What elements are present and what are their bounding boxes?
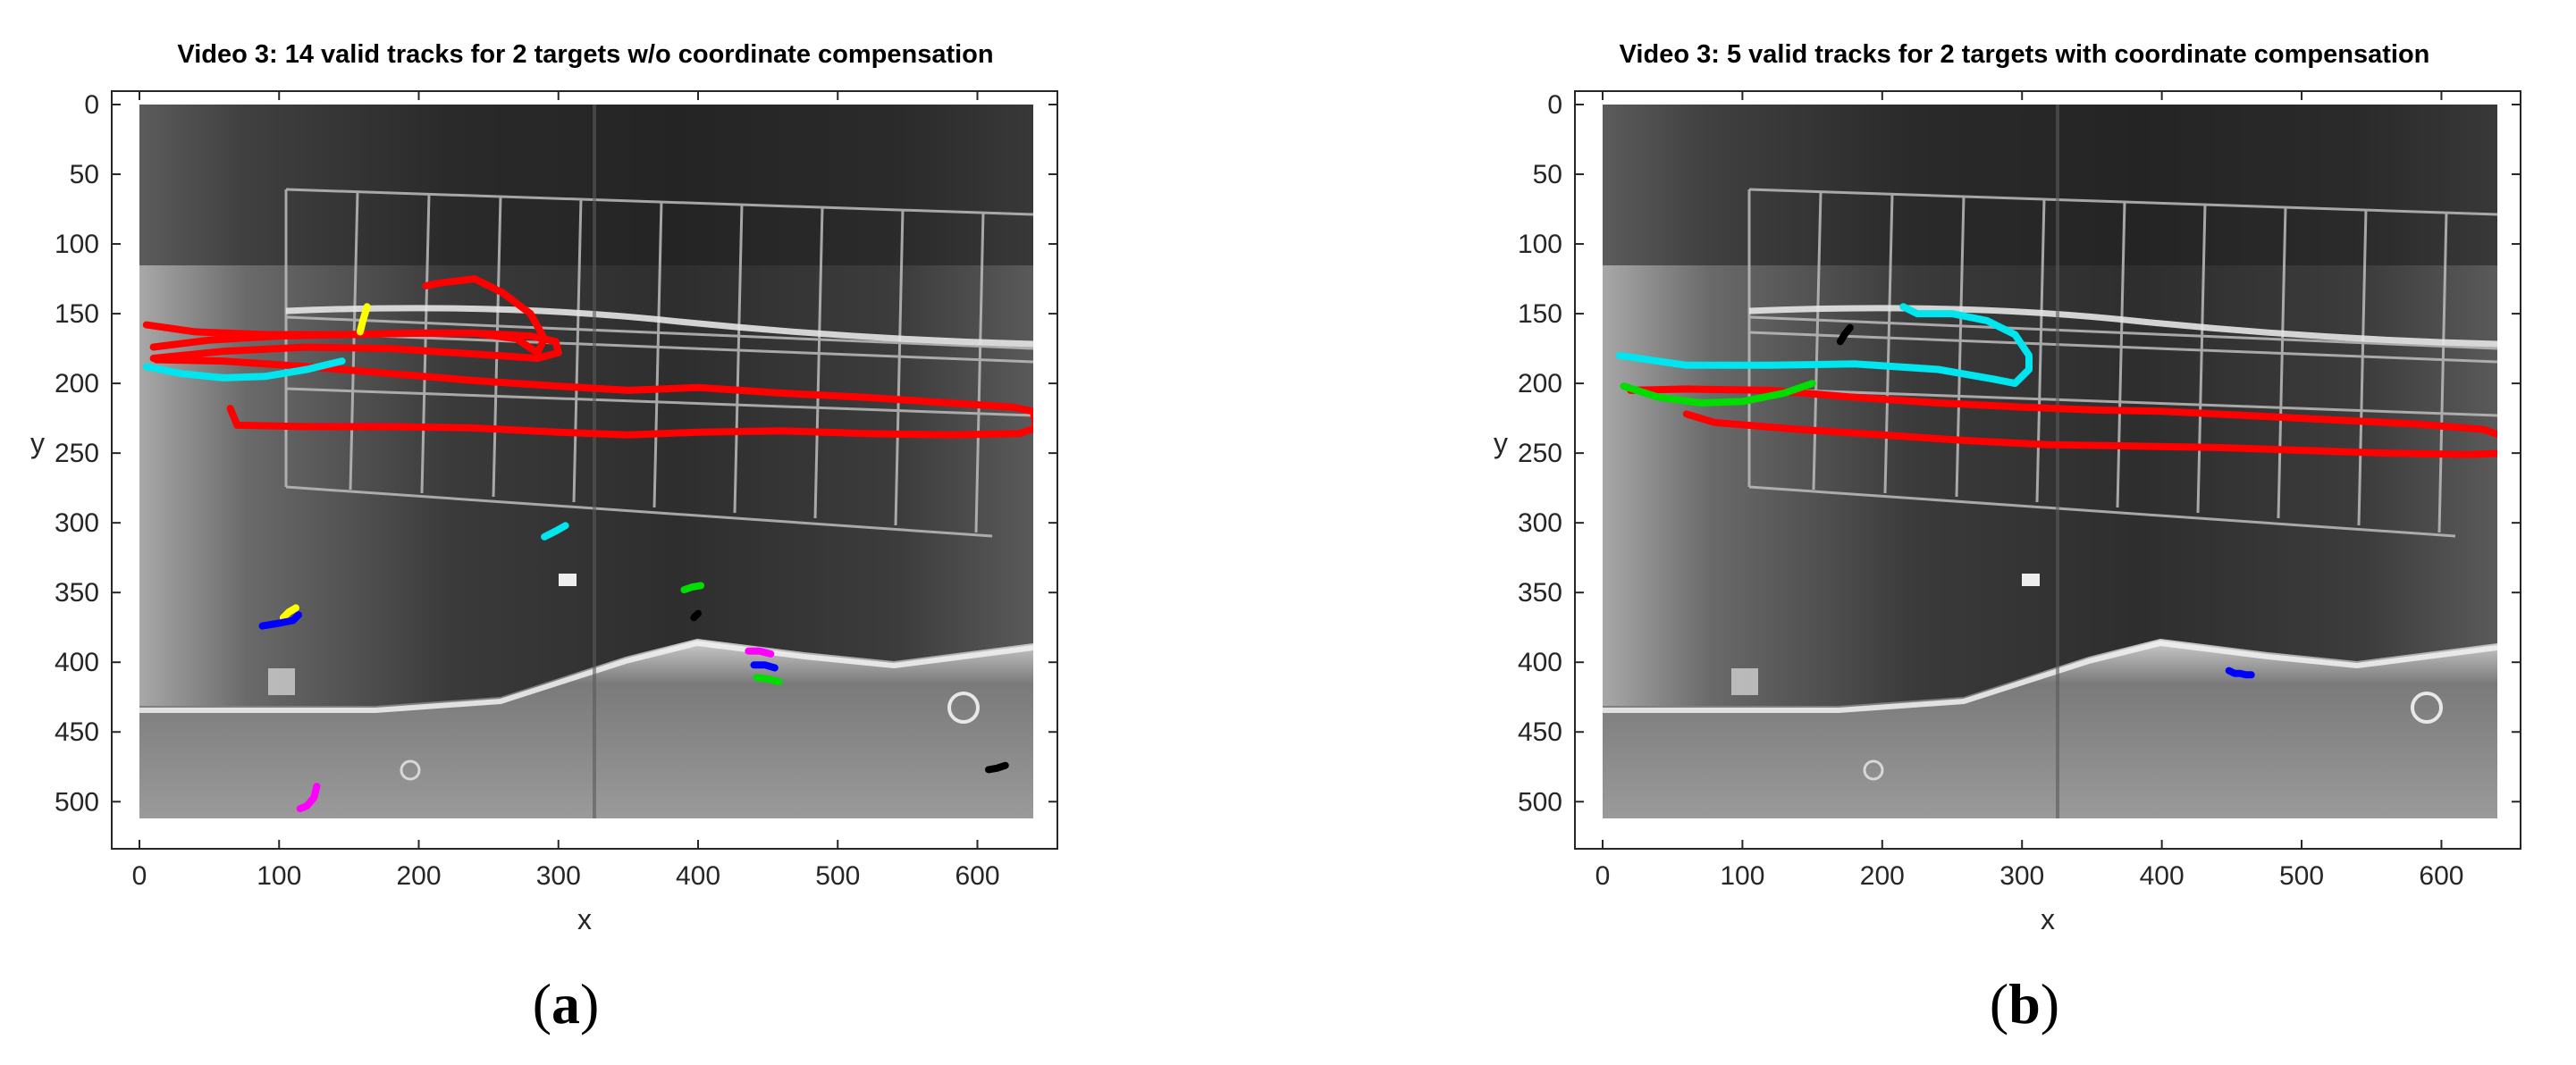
panel-a-thermal-image: [139, 105, 1033, 818]
x-tick-label: 0: [1595, 861, 1611, 891]
x-tick-label: 200: [1860, 861, 1905, 891]
panel-a-track-5: [541, 522, 569, 541]
y-tick-label: 200: [1518, 369, 1562, 398]
panel-a-track-12: [745, 647, 775, 658]
panel-b-y-ticks: 0 50 100 150 200 250 300 350 400 450 500: [1518, 90, 2521, 817]
panel-b-x-label: x: [2041, 903, 2055, 935]
panel-a-tracks: [142, 275, 1033, 813]
panel-b-x-ticks: 0 100 200 300 400 500 600: [1595, 91, 2463, 891]
panel-a-x-label: x: [577, 903, 592, 935]
panel-a-track-6: [356, 303, 371, 336]
panel-a: Video 3: 14 valid tracks for 2 targets w…: [30, 40, 1058, 1036]
x-tick-label: 500: [2279, 861, 2324, 891]
y-tick-label: 200: [55, 369, 99, 398]
panel-b-track-1: [1627, 385, 2497, 458]
panel-a-label-open: (: [533, 972, 551, 1036]
panel-a-title: Video 3: 14 valid tracks for 2 targets w…: [177, 40, 993, 69]
panel-b-track-4: [1836, 323, 1854, 346]
x-tick-label: 100: [1720, 861, 1764, 891]
panel-b-label-close: ): [2041, 972, 2059, 1036]
panel-a-track-11: [753, 674, 783, 686]
panel-b: Video 3: 5 valid tracks for 2 targets wi…: [1494, 40, 2521, 1036]
y-tick-label: 150: [1518, 299, 1562, 329]
panel-a-x-ticks: 0 100 200 300 400 500 600: [132, 91, 1000, 891]
y-tick-label: 150: [55, 299, 99, 329]
y-tick-label: 300: [1518, 508, 1562, 538]
y-tick-label: 100: [1518, 230, 1562, 259]
x-tick-label: 100: [257, 861, 301, 891]
panel-a-track-10: [680, 582, 705, 594]
panel-a-label: (a): [533, 972, 600, 1036]
x-tick-label: 600: [955, 861, 999, 891]
y-tick-label: 0: [1547, 90, 1562, 120]
panel-a-track-14: [690, 609, 702, 622]
x-tick-label: 400: [2140, 861, 2185, 891]
panel-b-thermal-image: [1603, 105, 2497, 818]
panel-b-title: Video 3: 5 valid tracks for 2 targets wi…: [1620, 40, 2430, 69]
panel-a-track-2: [149, 329, 562, 362]
panel-b-label-open: (: [1990, 972, 2008, 1036]
y-tick-label: 500: [1518, 787, 1562, 817]
panel-a-track-13: [296, 783, 321, 813]
y-tick-label: 350: [1518, 578, 1562, 608]
x-tick-label: 300: [536, 861, 581, 891]
y-tick-label: 250: [55, 439, 99, 468]
x-tick-label: 200: [396, 861, 441, 891]
panel-a-track-9: [750, 661, 779, 672]
panel-b-tracks: [1615, 303, 2497, 679]
panel-a-track-15: [985, 761, 1009, 774]
y-tick-label: 450: [1518, 717, 1562, 747]
panel-b-track-2: [1615, 303, 2033, 388]
x-tick-label: 500: [815, 861, 860, 891]
y-tick-label: 0: [84, 90, 99, 120]
panel-a-track-8: [258, 611, 303, 630]
panel-b-track-3: [1620, 380, 1816, 407]
x-tick-label: 400: [676, 861, 720, 891]
panel-b-label-letter: b: [2008, 972, 2041, 1036]
y-tick-label: 300: [55, 508, 99, 538]
panel-a-track-7: [279, 604, 299, 622]
y-tick-label: 50: [1533, 160, 1562, 189]
y-tick-label: 50: [70, 160, 99, 189]
y-tick-label: 400: [55, 648, 99, 677]
y-tick-label: 250: [1518, 439, 1562, 468]
panel-a-track-3: [152, 356, 1033, 439]
panel-a-y-ticks: 0 50 100 150 200 250 300 350 400 450 500: [55, 90, 1057, 817]
panel-a-track-4: [142, 357, 346, 382]
y-tick-label: 400: [1518, 648, 1562, 677]
y-tick-label: 500: [55, 787, 99, 817]
x-tick-label: 300: [1999, 861, 2044, 891]
y-tick-label: 100: [55, 230, 99, 259]
panel-b-label: (b): [1990, 972, 2059, 1036]
panel-b-y-label: y: [1494, 427, 1508, 459]
panel-a-y-label: y: [30, 427, 45, 459]
panel-a-label-close: ): [580, 972, 599, 1036]
panel-a-label-letter: a: [551, 972, 580, 1036]
x-tick-label: 0: [132, 861, 147, 891]
panel-b-track-5: [2225, 667, 2255, 679]
y-tick-label: 350: [55, 578, 99, 608]
y-tick-label: 450: [55, 717, 99, 747]
x-tick-label: 600: [2419, 861, 2463, 891]
